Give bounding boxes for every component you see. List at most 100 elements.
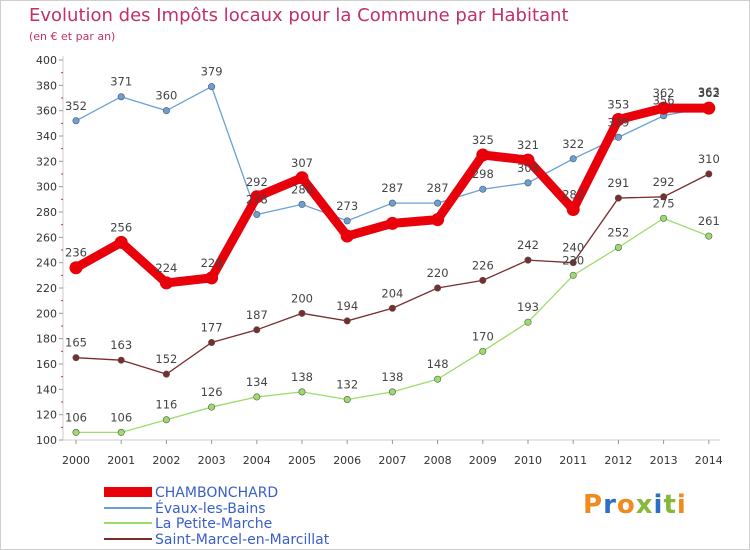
data-point: [569, 259, 577, 267]
data-label: 298: [472, 167, 494, 181]
data-point: [434, 375, 442, 383]
x-tick-label: 2011: [559, 454, 587, 467]
y-tick-label: 160: [36, 358, 57, 371]
data-point: [660, 193, 668, 201]
data-label: 362: [698, 86, 720, 100]
data-point: [343, 395, 351, 403]
data-point: [253, 326, 261, 334]
data-label: 339: [607, 115, 629, 129]
data-label: 126: [201, 385, 223, 399]
series-saint-marcel-en-marcillat: [72, 170, 713, 378]
x-tick-label: 2009: [469, 454, 497, 467]
data-label: 236: [65, 246, 87, 260]
data-point: [205, 271, 219, 285]
data-label: 379: [201, 65, 223, 79]
data-label: 204: [381, 286, 403, 300]
data-point: [705, 232, 713, 240]
y-tick-label: 380: [36, 79, 57, 92]
data-point: [524, 256, 532, 264]
y-tick-label: 340: [36, 130, 57, 143]
data-label: 310: [698, 152, 720, 166]
data-point: [159, 276, 173, 290]
data-label: 287: [381, 181, 403, 195]
legend-label: Saint-Marcel-en-Marcillat: [155, 532, 330, 548]
data-point: [69, 261, 83, 275]
data-label: 252: [607, 225, 629, 239]
data-point: [72, 428, 80, 436]
proxiti-logo: Proxiti: [583, 490, 687, 520]
data-point: [295, 171, 309, 185]
data-point: [434, 284, 442, 292]
data-point: [72, 354, 80, 362]
y-tick-label: 180: [36, 333, 57, 346]
chart-title: Evolution des Impôts locaux pour la Comm…: [29, 5, 569, 26]
x-tick-label: 2012: [604, 454, 632, 467]
data-point: [702, 101, 716, 115]
y-tick-label: 280: [36, 206, 57, 219]
data-point: [614, 243, 622, 251]
data-label: 273: [336, 199, 358, 213]
chart-subtitle: (en € et par an): [29, 30, 116, 43]
data-label: 148: [427, 357, 449, 371]
data-label: 292: [246, 175, 268, 189]
data-point: [660, 214, 668, 222]
data-label: 240: [562, 241, 584, 255]
data-point: [614, 194, 622, 202]
data-point: [253, 211, 261, 219]
data-label: 363: [698, 85, 720, 99]
logo-letter: i: [676, 490, 687, 520]
x-tick-label: 2008: [424, 454, 452, 467]
data-label: 275: [653, 196, 675, 210]
data-label: 371: [110, 75, 132, 89]
data-point: [524, 318, 532, 326]
data-point: [117, 428, 125, 436]
x-tick-label: 2000: [62, 454, 90, 467]
logo-letter: P: [583, 490, 604, 520]
data-point: [388, 199, 396, 207]
data-point: [569, 271, 577, 279]
data-point: [611, 113, 625, 127]
data-point: [524, 179, 532, 187]
x-tick-label: 2001: [107, 454, 135, 467]
legend-swatch: [104, 487, 152, 497]
data-label: 356: [653, 94, 675, 108]
y-tick-label: 220: [36, 282, 57, 295]
data-point: [657, 101, 671, 115]
data-point: [705, 170, 713, 178]
data-point: [117, 93, 125, 101]
series-la-petite-marche: [72, 214, 713, 436]
data-label: 138: [291, 370, 313, 384]
data-label: 278: [246, 193, 268, 207]
data-point: [479, 276, 487, 284]
data-label: 116: [155, 398, 177, 412]
y-tick-label: 260: [36, 231, 57, 244]
data-point: [566, 202, 580, 216]
data-label: 106: [65, 410, 87, 424]
data-label: 134: [246, 375, 268, 389]
data-point: [340, 229, 354, 243]
data-label: 352: [65, 99, 87, 113]
data-point: [72, 117, 80, 125]
y-tick-label: 120: [36, 409, 57, 422]
data-point: [162, 416, 170, 424]
data-label: 303: [517, 161, 539, 175]
data-label: 193: [517, 300, 539, 314]
data-label: 152: [155, 352, 177, 366]
y-tick-label: 360: [36, 105, 57, 118]
data-label: 307: [291, 156, 313, 170]
data-label: 220: [427, 266, 449, 280]
data-label: 163: [110, 338, 132, 352]
data-point: [298, 200, 306, 208]
logo-letter: x: [635, 490, 654, 520]
data-label: 224: [155, 261, 177, 275]
data-point: [614, 133, 622, 141]
data-point: [388, 304, 396, 312]
data-label: 226: [472, 258, 494, 272]
data-point: [479, 185, 487, 193]
data-label: 360: [155, 89, 177, 103]
x-tick-label: 2014: [695, 454, 723, 467]
y-tick-label: 400: [36, 54, 57, 67]
data-point: [208, 403, 216, 411]
data-label: 321: [517, 138, 539, 152]
